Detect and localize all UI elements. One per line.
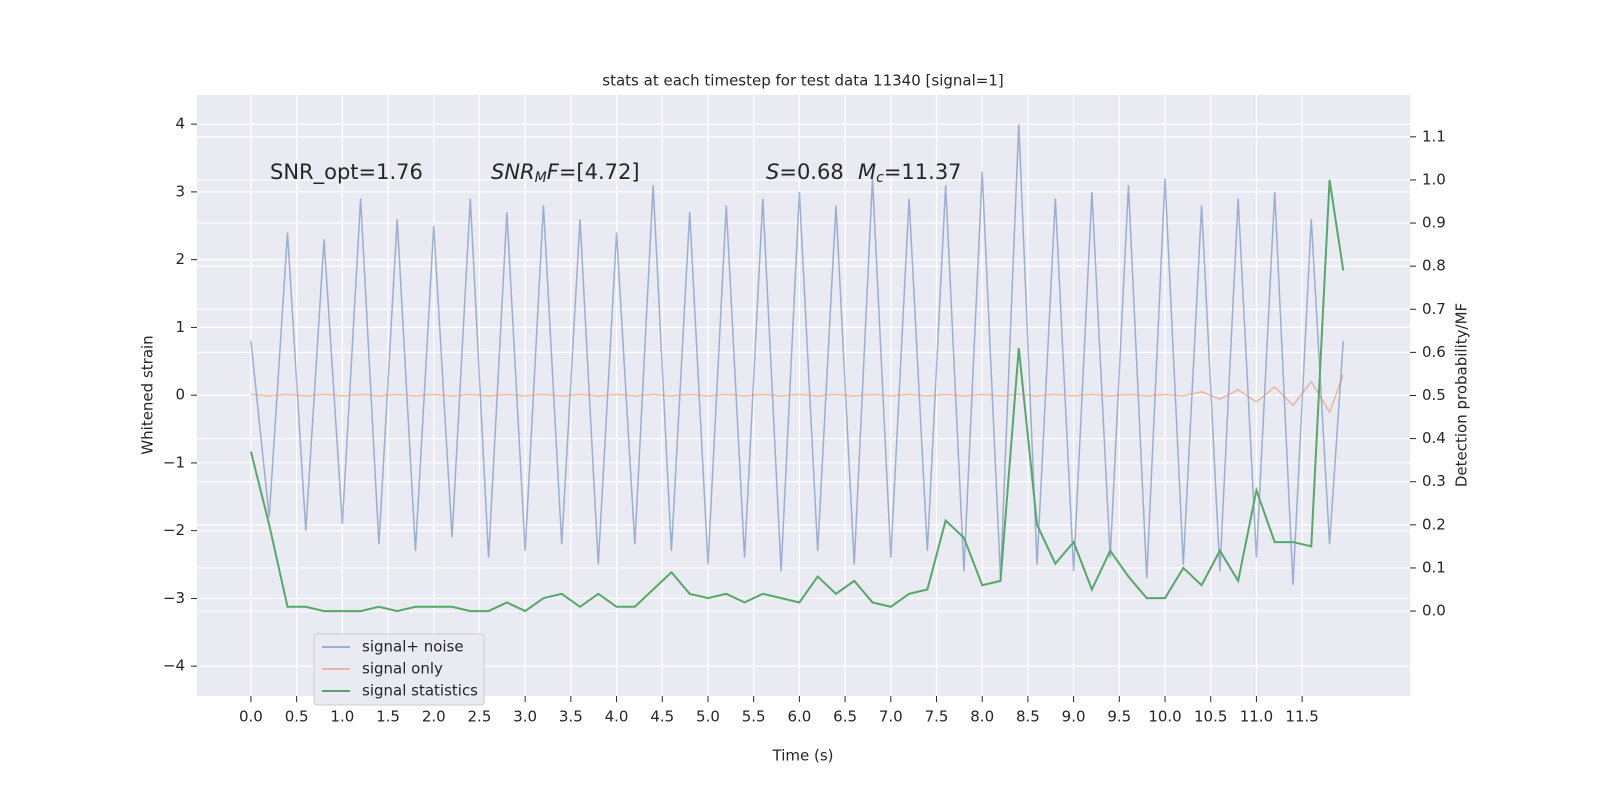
legend-box [313,633,485,706]
y2-tick-label: 0.4 [1422,429,1446,447]
x-tick-label: 1.5 [376,708,400,726]
annotation: SNR_opt=1.76 [270,160,423,185]
x-tick-label: 6.5 [833,708,857,726]
annotation-part: F [547,160,560,184]
annotation: Mc=11.37 [858,160,962,186]
x-tick-label: 2.0 [422,708,446,726]
series-line [250,374,1344,414]
x-tick-label: 4.5 [650,708,674,726]
annotation-part: SNR [491,160,535,184]
series-line [250,124,1345,585]
y2-tick-label: 0.9 [1422,214,1446,232]
x-tick-label: 11.0 [1240,708,1273,726]
y-tick-label: 4 [175,115,185,133]
x-tick-label: 10.5 [1194,708,1227,726]
x-tick-label: 8.5 [1016,708,1040,726]
legend-label: signal statistics [362,682,478,700]
y2-tick-label: 0.7 [1422,300,1446,318]
x-tick-label: 5.0 [696,708,720,726]
x-axis-label: Time (s) [772,747,834,765]
y2-axis-label: Detection probability/MF [1453,303,1471,487]
x-tick-label: 3.0 [513,708,537,726]
y-tick-label: −1 [163,453,185,471]
x-tick-label: 0.0 [239,708,263,726]
y-tick-label: −4 [163,657,185,675]
annotation-part: S [766,160,779,184]
x-tick-label: 11.5 [1285,708,1318,726]
y2-tick-label: 0.1 [1422,558,1446,576]
y-tick-label: 1 [175,318,185,336]
y2-tick-label: 1.0 [1422,170,1446,188]
annotation-part: =[4.72] [559,160,640,184]
x-tick-label: 2.5 [468,708,492,726]
x-tick-label: 9.5 [1107,708,1131,726]
x-tick-label: 3.5 [559,708,583,726]
legend-label: signal only [362,660,443,678]
y2-tick-label: 0.2 [1422,515,1446,533]
x-tick-label: 8.0 [970,708,994,726]
annotation-part: c [876,170,884,186]
y-tick-label: 3 [175,182,185,200]
y2-tick-label: 1.1 [1422,127,1446,145]
x-tick-label: 4.0 [605,708,629,726]
y2-tick-label: 0.6 [1422,343,1446,361]
x-tick-label: 1.0 [330,708,354,726]
legend-label: signal+ noise [362,638,464,656]
annotation: S=0.68 [766,160,844,184]
annotation-part: =11.37 [884,160,962,184]
y-axis-label: Whitened strain [139,335,157,454]
y2-tick-label: 0.0 [1422,602,1446,620]
x-tick-label: 5.5 [742,708,766,726]
x-tick-label: 9.0 [1062,708,1086,726]
series-line [249,179,1345,613]
y-tick-label: −3 [163,589,185,607]
y-tick-label: 2 [175,250,185,268]
y-tick-label: 0 [175,386,185,404]
annotation-part: M [535,170,547,186]
annotation-part: M [858,160,876,184]
y2-tick-label: 0.8 [1422,257,1446,275]
x-tick-label: 7.0 [879,708,903,726]
x-tick-label: 7.5 [925,708,949,726]
y-tick-label: −2 [163,521,185,539]
y2-tick-label: 0.5 [1422,386,1446,404]
annotation-part: SNR_opt=1.76 [270,160,423,185]
chart-title: stats at each timestep for test data 113… [602,72,1003,90]
x-tick-label: 6.0 [787,708,811,726]
x-tick-label: 10.0 [1148,708,1181,726]
annotation: SNRMF=[4.72] [491,160,640,186]
x-tick-label: 0.5 [285,708,309,726]
y2-tick-label: 0.3 [1422,472,1446,490]
annotation-part: =0.68 [779,160,843,184]
